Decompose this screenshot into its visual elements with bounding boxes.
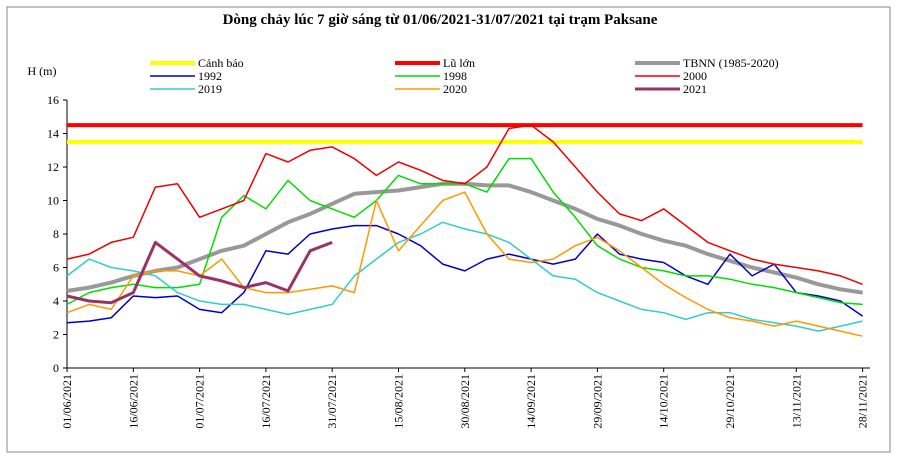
x-tick-label: 14/09/2021 xyxy=(524,374,538,429)
legend-label: TBNN (1985-2020) xyxy=(683,56,779,70)
y-tick-label: 6 xyxy=(53,261,59,275)
chart-title: Dòng chảy lúc 7 giờ sáng từ 01/06/2021-3… xyxy=(223,12,658,28)
x-tick-label: 13/11/2021 xyxy=(789,374,803,428)
legend-label: 2021 xyxy=(683,82,707,96)
legend-label: 1992 xyxy=(198,69,222,83)
x-tick-label: 15/08/2021 xyxy=(392,374,406,429)
y-tick-label: 4 xyxy=(53,294,59,308)
legend-label: 2020 xyxy=(443,82,467,96)
y-tick-label: 8 xyxy=(53,227,59,241)
series-line xyxy=(66,240,333,305)
x-tick-label: 16/06/2021 xyxy=(126,374,140,429)
y-tick-label: 0 xyxy=(53,361,59,375)
legend-box xyxy=(140,56,830,102)
y-tick-label: 14 xyxy=(47,127,59,141)
x-tick-label: 16/07/2021 xyxy=(259,374,273,429)
y-tick-label: 2 xyxy=(53,328,59,342)
y-tick-label: 12 xyxy=(47,160,59,174)
series-line xyxy=(66,221,863,332)
y-tick-label: 10 xyxy=(47,194,59,208)
legend-label: 2000 xyxy=(683,69,707,83)
series-line xyxy=(66,224,864,324)
x-tick-label: 31/07/2021 xyxy=(325,374,339,429)
series-line xyxy=(66,124,863,286)
x-tick-label: 29/09/2021 xyxy=(590,374,604,429)
x-tick-label: 01/06/2021 xyxy=(60,374,74,429)
x-tick-label: 29/10/2021 xyxy=(723,374,737,429)
legend-label: 2019 xyxy=(198,82,222,96)
x-tick-label: 14/10/2021 xyxy=(657,374,671,429)
legend-label: Lũ lớn xyxy=(443,56,475,70)
x-tick-label: 28/11/2021 xyxy=(856,374,870,428)
y-axis-label: H (m) xyxy=(28,64,57,78)
x-tick-label: 01/07/2021 xyxy=(193,374,207,429)
x-tick-label: 30/08/2021 xyxy=(458,374,472,429)
legend-label: 1998 xyxy=(443,69,467,83)
legend-label: Cảnh báo xyxy=(198,56,244,70)
y-tick-label: 16 xyxy=(47,93,59,107)
